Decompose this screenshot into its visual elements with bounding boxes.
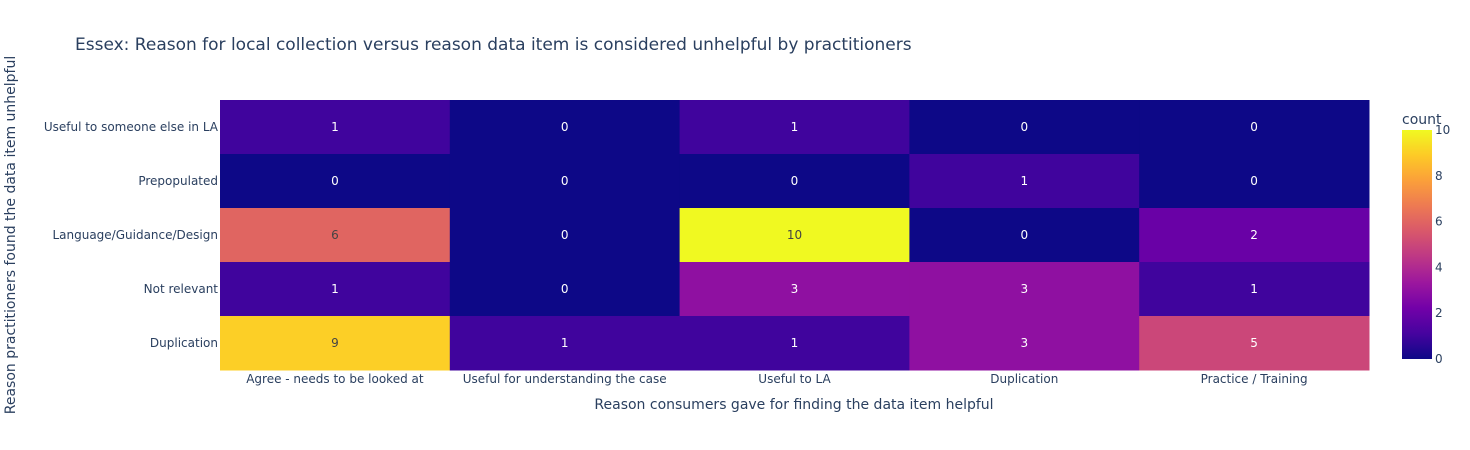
heatmap-cell (1139, 100, 1370, 155)
heatmap-cell (220, 316, 451, 371)
cell-value-label: 0 (1250, 174, 1258, 188)
heatmap-cell (909, 208, 1140, 263)
colorbar-tick-label: 10 (1435, 123, 1450, 137)
y-tick-label: Language/Guidance/Design (52, 228, 218, 242)
heatmap-cell (220, 100, 451, 155)
x-axis-ticks: Agree - needs to be looked at Useful for … (246, 372, 1307, 386)
heatmap-cell (220, 208, 451, 263)
y-tick-label: Not relevant (144, 282, 219, 296)
x-tick-label: Agree - needs to be looked at (246, 372, 424, 386)
heatmap-cell (449, 154, 681, 209)
cell-value-label: 10 (787, 228, 802, 242)
heatmap-cell (679, 262, 910, 317)
y-axis-title: Reason practitioners found the data item… (3, 56, 19, 414)
cell-value-label: 0 (1250, 120, 1258, 134)
cell-value-label: 3 (1020, 282, 1028, 296)
cell-value-label: 9 (331, 336, 339, 350)
heatmap-cell (449, 262, 681, 317)
x-tick-label: Duplication (990, 372, 1058, 386)
cell-value-label: 3 (1020, 336, 1028, 350)
cell-value-label: 1 (791, 336, 799, 350)
cell-value-label: 1 (1250, 282, 1258, 296)
colorbar-gradient (1402, 130, 1432, 359)
cell-value-label: 1 (1020, 174, 1028, 188)
heatmap-cell (1139, 316, 1370, 371)
cell-value-label: 0 (331, 174, 339, 188)
cell-value-label: 0 (791, 174, 799, 188)
cell-value-label: 0 (1020, 120, 1028, 134)
colorbar-ticks: 0 2 4 6 8 10 (1435, 123, 1450, 366)
chart-title: Essex: Reason for local collection versu… (75, 35, 912, 55)
cell-value-label: 1 (791, 120, 799, 134)
y-tick-label: Useful to someone else in LA (44, 120, 219, 134)
heatmap-cell (909, 154, 1140, 209)
heatmap-cell (1139, 154, 1370, 209)
cell-value-label: 1 (331, 120, 339, 134)
heatmap-cell (220, 154, 451, 209)
heatmap-cells: 1 0 1 0 00 0 0 1 06 0 10 0 21 0 3 3 19 1 1 3 5 (220, 100, 1370, 371)
cell-value-label: 0 (561, 174, 569, 188)
colorbar-tick-label: 6 (1435, 215, 1443, 229)
colorbar-tick-label: 4 (1435, 260, 1443, 274)
heatmap-cell (909, 262, 1140, 317)
heatmap-cell (909, 100, 1140, 155)
heatmap-cell (679, 100, 910, 155)
heatmap-cell (1139, 208, 1370, 263)
colorbar-tick-label: 0 (1435, 352, 1443, 366)
cell-value-label: 3 (791, 282, 799, 296)
x-axis-title: Reason consumers gave for finding the da… (594, 397, 993, 413)
colorbar-tick-label: 8 (1435, 169, 1443, 183)
y-tick-label: Prepopulated (138, 174, 218, 188)
colorbar-tick-label: 2 (1435, 306, 1443, 320)
cell-value-label: 1 (331, 282, 339, 296)
cell-value-label: 0 (1020, 228, 1028, 242)
y-axis-ticks: Useful to someone else in LA Prepopulated… (44, 120, 219, 350)
heatmap-cell (1139, 262, 1370, 317)
cell-value-label: 1 (561, 336, 569, 350)
heatmap-cell (449, 316, 681, 371)
cell-value-label: 5 (1250, 336, 1258, 350)
heatmap-cell (679, 316, 910, 371)
cell-value-label: 6 (331, 228, 339, 242)
cell-value-label: 0 (561, 228, 569, 242)
heatmap-cell (449, 100, 681, 155)
heatmap-cell (449, 208, 681, 263)
cell-value-label: 0 (561, 120, 569, 134)
x-tick-label: Useful to LA (758, 372, 831, 386)
cell-value-label: 0 (561, 282, 569, 296)
x-tick-label: Useful for understanding the case (463, 372, 667, 386)
colorbar: count 0 2 4 6 8 10 (1402, 112, 1450, 366)
y-tick-label: Duplication (150, 336, 218, 350)
heatmap-cell (679, 208, 910, 263)
heatmap-cell (679, 154, 910, 209)
cell-value-label: 2 (1250, 228, 1258, 242)
x-tick-label: Practice / Training (1201, 372, 1308, 386)
heatmap-cell (220, 262, 451, 317)
heatmap-cell (909, 316, 1140, 371)
colorbar-title: count (1402, 112, 1442, 128)
